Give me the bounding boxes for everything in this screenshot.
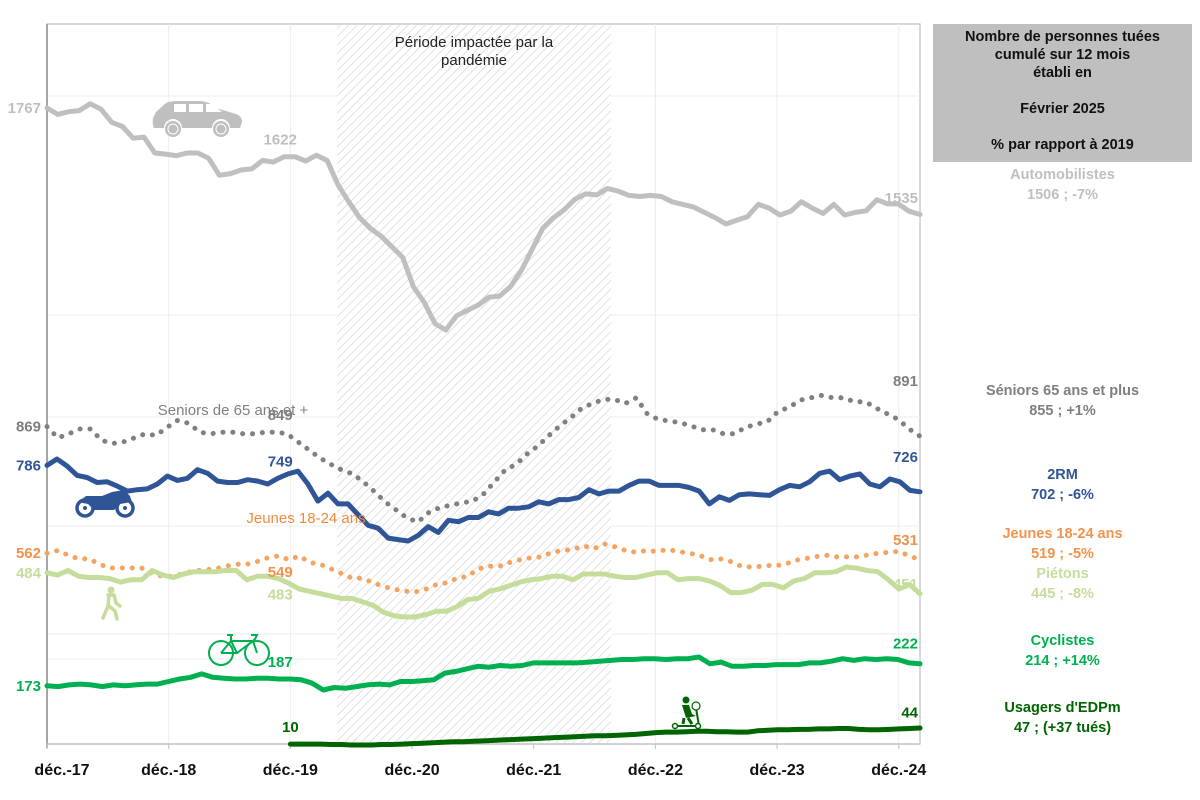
x-axis-ticks: déc.-17 déc.-18 déc.-19 déc.-20 déc.-21 … xyxy=(34,762,926,779)
scooter-icon xyxy=(671,696,702,730)
series-line-auto xyxy=(44,101,923,333)
legend-name: Usagers d'EDPm xyxy=(1004,700,1121,716)
series-line-cyclistes xyxy=(44,654,923,693)
legend-name: Piétons xyxy=(1036,566,1089,582)
series-line-edpm xyxy=(287,725,923,748)
legend-seniors: Séniors 65 ans et plus 855 ; +1% xyxy=(933,381,1192,421)
info-line3: établi en xyxy=(1033,65,1092,81)
series-group xyxy=(44,101,923,748)
data-label: 749 xyxy=(268,453,293,470)
data-label: 173 xyxy=(16,678,41,695)
series-line-2rm xyxy=(44,456,923,544)
info-line5: % par rapport à 2019 xyxy=(991,137,1134,153)
x-tick-label: déc.-22 xyxy=(628,762,683,779)
data-labels: 1767 1622 1535 869 849 891 786 749 726 562 549 531 4… xyxy=(8,100,919,736)
x-tick-label: déc.-23 xyxy=(750,762,805,779)
data-label: 1622 xyxy=(264,132,297,149)
legend-name: Cyclistes xyxy=(1030,633,1095,649)
info-line4: Février 2025 xyxy=(1020,101,1105,117)
axes xyxy=(46,24,920,749)
data-label: 869 xyxy=(16,419,41,436)
x-tick-label: déc.-19 xyxy=(263,762,318,779)
data-label: 1767 xyxy=(8,100,41,117)
data-label: 451 xyxy=(893,576,918,593)
legend-automobilistes: Automobilistes 1506 ; -7% xyxy=(933,165,1192,205)
x-tick-label: déc.-21 xyxy=(506,762,561,779)
data-label: 222 xyxy=(893,635,918,652)
jeunes-series-label: Jeunes 18-24 ans xyxy=(246,510,365,527)
data-label: 549 xyxy=(268,564,293,581)
data-label: 187 xyxy=(268,654,293,671)
x-tick-label: déc.-24 xyxy=(871,762,926,779)
legend-value: 1506 ; -7% xyxy=(1027,187,1098,203)
legend-name: Automobilistes xyxy=(1010,167,1115,183)
series-line-seniors xyxy=(44,392,923,525)
pandemic-period-band xyxy=(337,25,611,743)
data-label: 562 xyxy=(16,545,41,562)
legend-value: 445 ; -8% xyxy=(1031,586,1094,602)
bicycle-icon xyxy=(208,634,270,666)
data-label: 726 xyxy=(893,449,918,466)
legend-value: 214 ; +14% xyxy=(1025,653,1100,669)
data-label: 849 xyxy=(268,407,293,424)
data-label: 10 xyxy=(282,719,299,736)
motorcycle-icon xyxy=(75,490,135,518)
legend-name: Jeunes 18-24 ans xyxy=(1002,526,1123,542)
legend-value: 702 ; -6% xyxy=(1031,487,1094,503)
legend-edpm: Usagers d'EDPm 47 ; (+37 tués) xyxy=(933,698,1192,738)
seniors-series-label: Seniors de 65 ans et + xyxy=(158,402,309,419)
x-tick-label: déc.-17 xyxy=(34,762,89,779)
x-tick-label: déc.-20 xyxy=(384,762,439,779)
info-box: Nombre de personnes tuées cumulé sur 12 … xyxy=(933,24,1192,162)
legend-2rm: 2RM 702 ; -6% xyxy=(933,465,1192,505)
pandemic-label-line2: pandémie xyxy=(441,52,507,69)
legend-jeunes: Jeunes 18-24 ans 519 ; -5% xyxy=(933,524,1192,564)
info-line1: Nombre de personnes tuées xyxy=(965,29,1160,45)
data-label: 484 xyxy=(16,565,42,582)
legend-cyclistes: Cyclistes 214 ; +14% xyxy=(933,631,1192,671)
legend-name: 2RM xyxy=(1047,467,1078,483)
legend-value: 855 ; +1% xyxy=(1029,403,1096,419)
pandemic-label-line1: Période impactée par la xyxy=(395,34,554,51)
legend-pietons: Piétons 445 ; -8% xyxy=(933,564,1192,604)
pandemic-hatch xyxy=(337,25,611,743)
data-label: 483 xyxy=(268,587,293,604)
data-label: 786 xyxy=(16,457,41,474)
series-line-pietons xyxy=(44,564,923,620)
info-line2: cumulé sur 12 mois xyxy=(994,47,1131,63)
legend-value: 47 ; (+37 tués) xyxy=(1013,720,1112,736)
legend-name: Séniors 65 ans et plus xyxy=(985,383,1140,399)
pedestrian-icon xyxy=(101,586,122,621)
data-label: 44 xyxy=(901,704,918,721)
x-tick-label: déc.-18 xyxy=(141,762,196,779)
data-label: 1535 xyxy=(885,190,918,207)
legend-value: 519 ; -5% xyxy=(1031,546,1094,562)
data-label: 531 xyxy=(893,532,918,549)
data-label: 891 xyxy=(893,373,918,390)
car-icon xyxy=(152,101,242,137)
